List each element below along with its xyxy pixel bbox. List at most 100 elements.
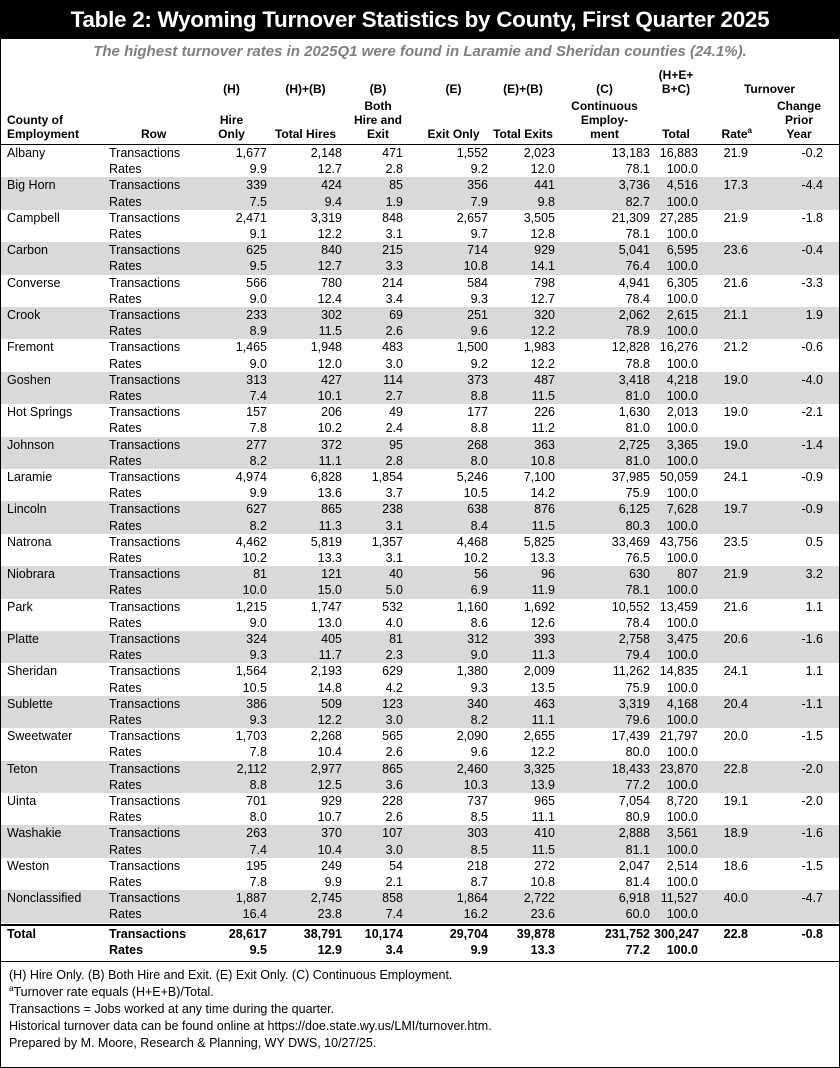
cell-value: 10.8 (530, 875, 555, 889)
cell-value: 566 (246, 275, 267, 290)
turnover-rate: 21.6 (723, 275, 748, 290)
cell-value: 2,090 (456, 729, 488, 744)
footnote-text: Prepared by M. Moore, Research & Plannin… (9, 1036, 377, 1050)
cell-value: 302 (321, 308, 342, 322)
cell-value: 6,918 (618, 891, 650, 906)
footnote-mark: a (9, 983, 14, 993)
row-label: Transactions (109, 308, 181, 322)
cell-value: 10.2 (242, 551, 267, 565)
cell-value: 865 (321, 502, 342, 517)
cell-value: 100.0 (666, 486, 698, 501)
turnover-change: -3.3 (801, 275, 823, 290)
turnover-rate: 17.3 (723, 178, 748, 193)
cell-value: 3,325 (523, 761, 555, 776)
row-label: Rates (109, 777, 142, 792)
cell-value: 3.3 (385, 259, 403, 274)
cell-value: 3.1 (385, 551, 403, 565)
turnover-change: -4.0 (801, 372, 823, 387)
cell-value: 10.0 (242, 583, 267, 598)
cell-value: 100.0 (666, 324, 698, 339)
turnover-rate: 40.0 (723, 891, 748, 906)
cell-value: 100.0 (666, 194, 698, 209)
cell-value: 1,552 (456, 146, 488, 160)
row-label: Rates (109, 227, 142, 241)
row-label: Transactions (109, 178, 181, 193)
footnote: Transactions = Jobs worked at any time d… (9, 1001, 334, 1018)
cell-value: 13.3 (317, 551, 342, 565)
cell-value: 9.9 (324, 875, 342, 889)
cell-value: 9.3 (470, 680, 488, 695)
cell-value: 876 (534, 502, 555, 517)
cell-value: 1,864 (456, 891, 488, 906)
footnote-text: Turnover rate equals (H+E+B)/Total. (13, 985, 214, 999)
cell-value: 463 (534, 696, 555, 711)
county-name: Teton (7, 761, 38, 776)
cell-value: 2,193 (310, 664, 342, 679)
county-name: Sublette (7, 696, 53, 711)
cell-value: 78.8 (625, 356, 650, 371)
turnover-change: 0.5 (805, 534, 823, 549)
cell-value: 80.3 (625, 518, 650, 533)
cell-value: 1,983 (523, 340, 555, 355)
cell-value: 114 (383, 372, 403, 387)
county-name: Natrona (7, 534, 52, 549)
cell-value: 3.4 (385, 291, 403, 306)
turnover-rate: 23.5 (723, 534, 748, 549)
cell-value: 121 (321, 567, 342, 582)
county-name: Washakie (7, 826, 62, 841)
cell-value: 3.0 (385, 713, 403, 727)
cell-value: 81.4 (625, 875, 650, 889)
row-label: Transactions (109, 858, 181, 873)
cell-value: 5,825 (523, 534, 555, 549)
cell-value: 8,720 (666, 794, 698, 808)
footnote-text: Transactions = Jobs worked at any time d… (9, 1002, 335, 1016)
cell-value: 3.0 (385, 842, 403, 857)
cell-value: 1,677 (235, 146, 267, 160)
cell-value: 3.0 (385, 356, 403, 371)
county-name: Fremont (7, 340, 54, 355)
turnover-rate: 22.8 (723, 926, 748, 941)
cell-value: 23.8 (317, 907, 342, 922)
cell-value: 625 (246, 243, 267, 258)
footnote: aTurnover rate equals (H+E+B)/Total. (9, 984, 214, 1001)
row-label: Transactions (109, 243, 181, 258)
turnover-change: -4.4 (801, 178, 823, 193)
row-label: Transactions (109, 567, 181, 582)
cell-value: 228 (382, 794, 403, 808)
row-label: Rates (109, 518, 142, 533)
cell-value: 10.4 (317, 842, 342, 857)
cell-value: 10.3 (463, 777, 488, 792)
column-header: Change Prior Year (776, 99, 821, 141)
cell-value: 81 (389, 632, 403, 646)
cell-value: 929 (321, 794, 342, 808)
column-code: (H)+(B) (285, 82, 326, 96)
cell-value: 386 (246, 696, 267, 711)
cell-value: 263 (246, 826, 267, 841)
column-header: Continuous Employ- ment (571, 99, 638, 141)
cell-value: 372 (321, 437, 342, 452)
cell-value: 100.0 (666, 259, 698, 274)
cell-value: 100.0 (666, 227, 698, 241)
cell-value: 2,722 (523, 891, 555, 906)
cell-value: 107 (382, 826, 403, 841)
row-label: Rates (109, 907, 142, 922)
row-label: Rates (109, 162, 142, 177)
cell-value: 56 (474, 567, 488, 582)
cell-value: 9.5 (249, 942, 267, 957)
cell-value: 4,468 (456, 534, 488, 549)
cell-value: 1,500 (456, 340, 488, 355)
cell-value: 9.1 (249, 227, 267, 241)
cell-value: 39,878 (516, 926, 555, 941)
cell-value: 584 (467, 275, 488, 290)
cell-value: 75.9 (625, 486, 650, 501)
cell-value: 77.2 (625, 942, 650, 957)
cell-value: 215 (382, 243, 403, 258)
row-label: Rates (109, 486, 142, 501)
county-name: Lincoln (7, 502, 47, 517)
row-shading (1, 307, 839, 340)
cell-value: 532 (382, 599, 403, 614)
cell-value: 9.6 (470, 324, 488, 339)
cell-value: 7,100 (523, 470, 555, 484)
cell-value: 2.3 (385, 648, 403, 663)
